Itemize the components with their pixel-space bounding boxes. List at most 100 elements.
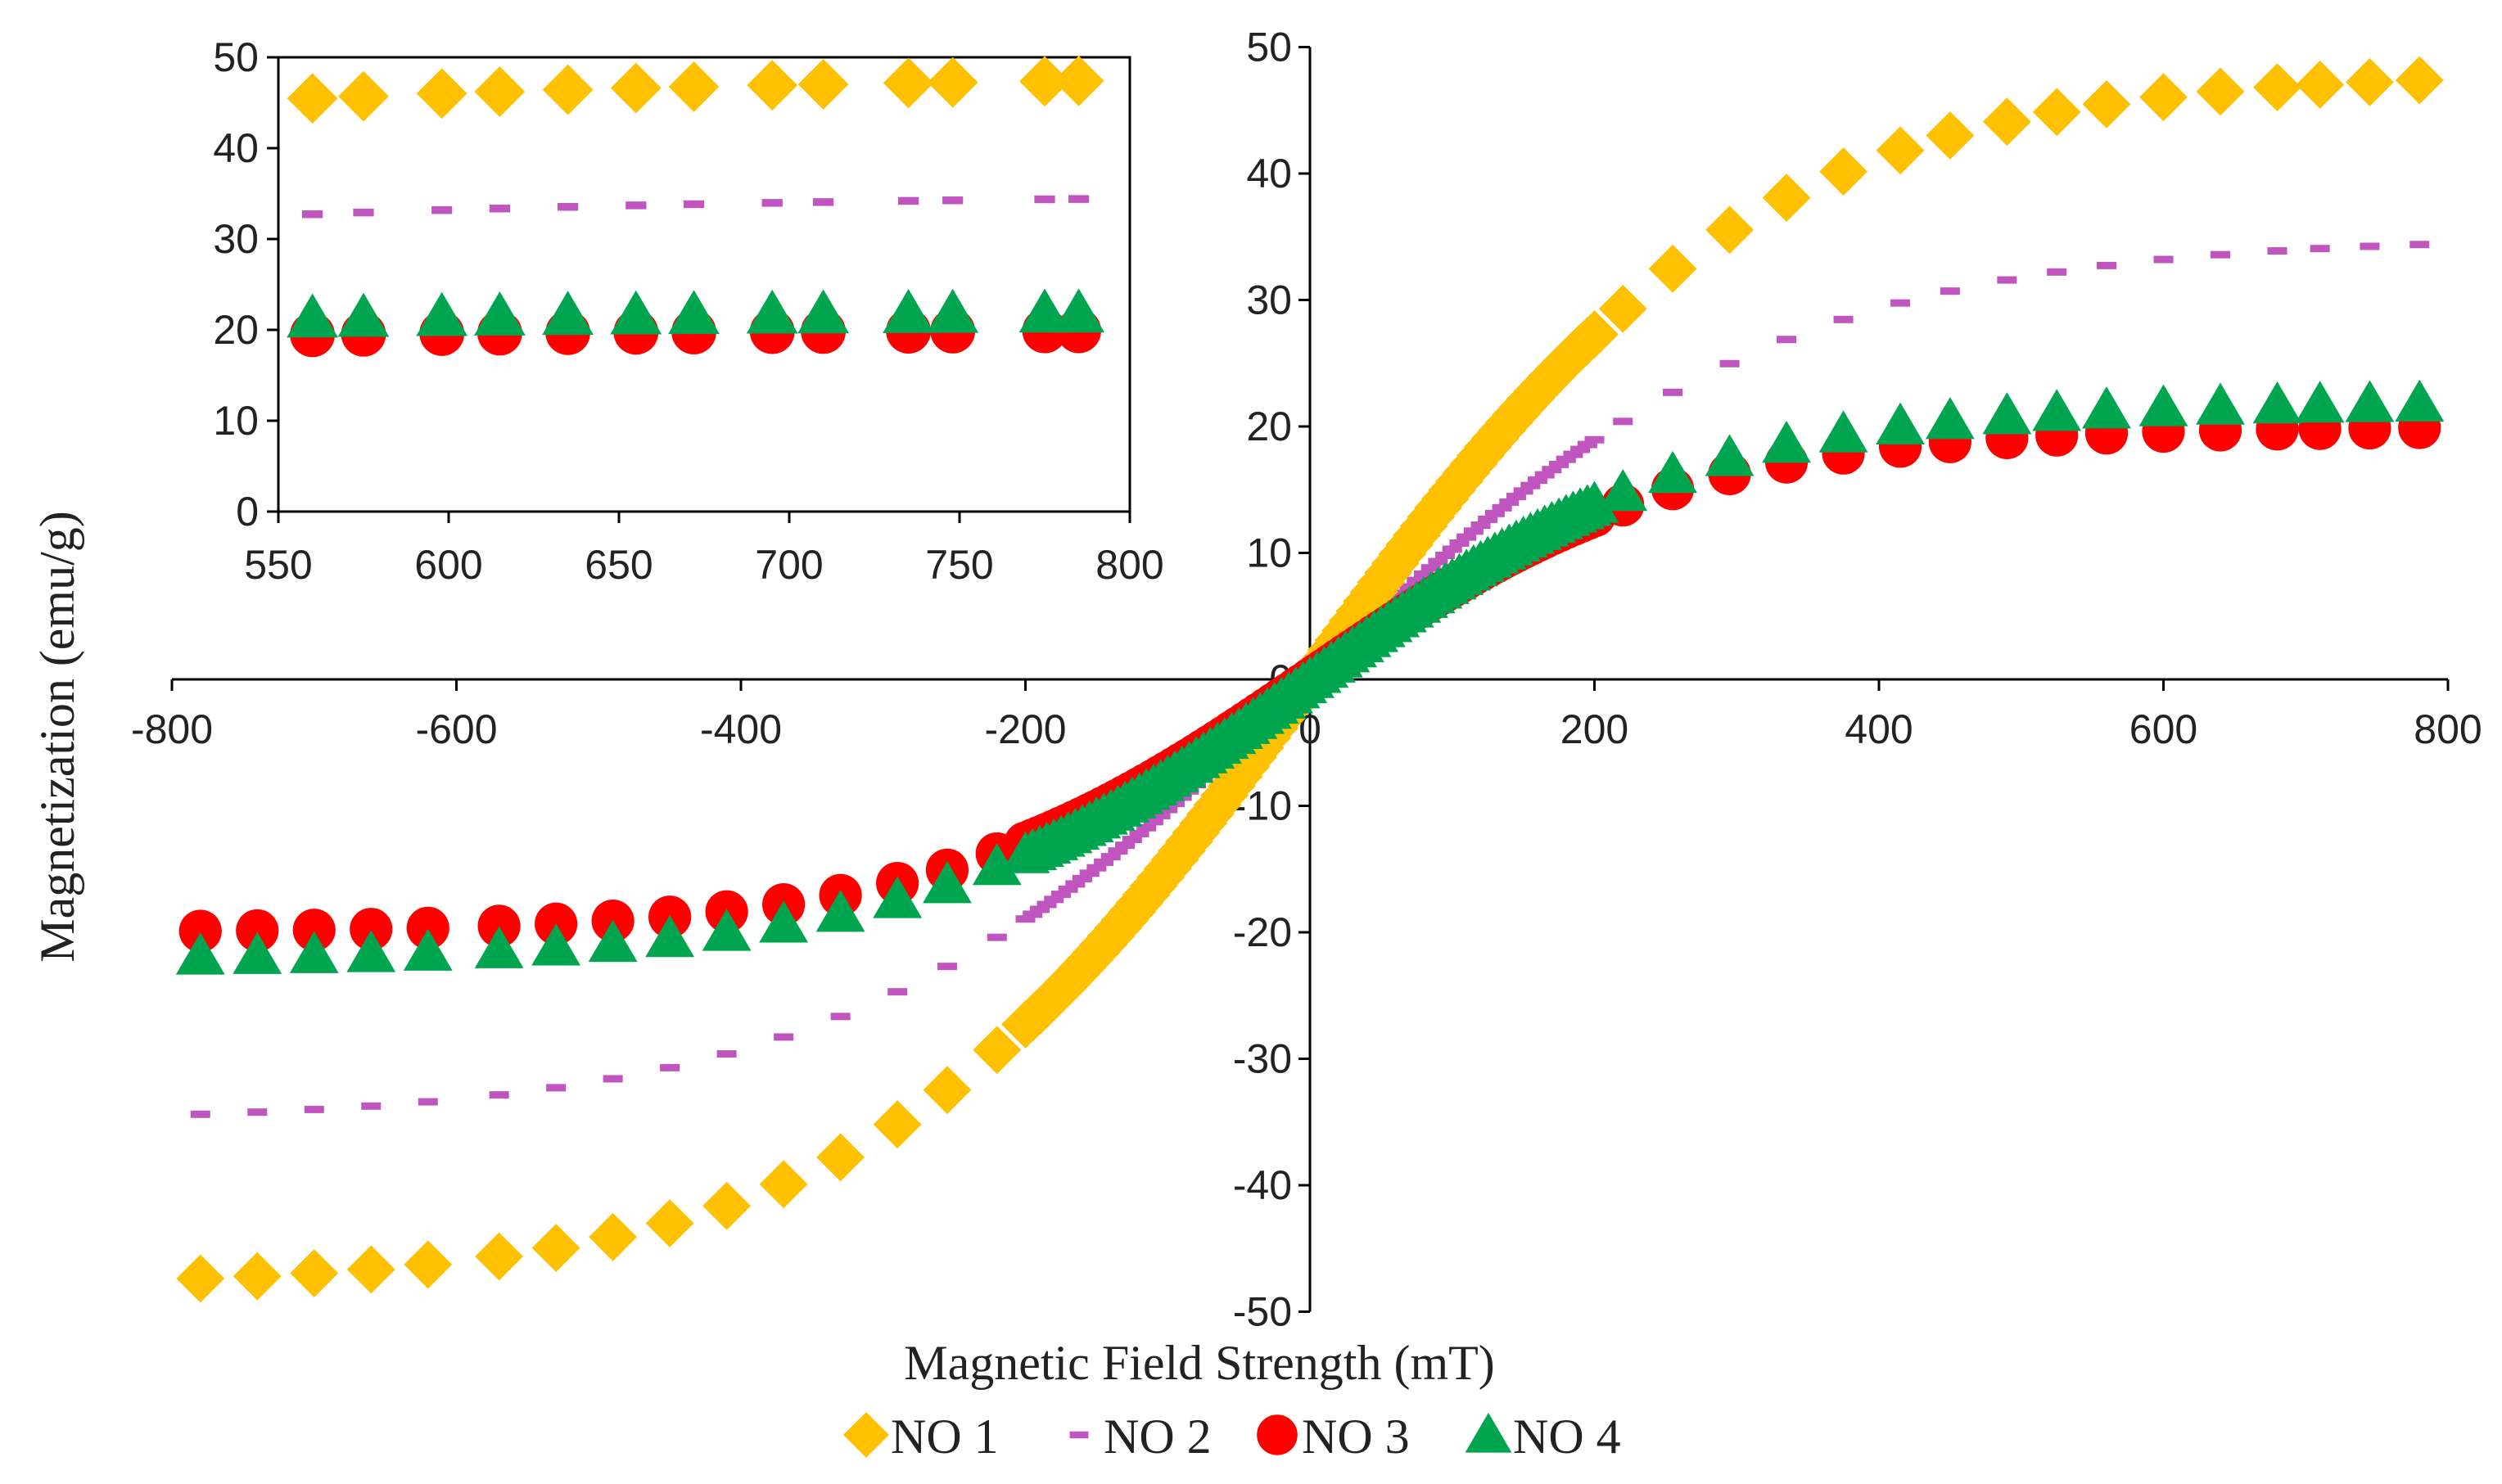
inset-point-no4 bbox=[1018, 288, 1071, 333]
inset-point-no1 bbox=[338, 70, 389, 122]
inset-point-no2 bbox=[761, 199, 783, 207]
data-point-no2 bbox=[1420, 564, 1441, 572]
inset-point-no1 bbox=[1019, 56, 1070, 107]
data-point-no1 bbox=[1648, 244, 1697, 293]
data-point-no2 bbox=[1029, 905, 1050, 913]
data-point-no4 bbox=[1818, 410, 1868, 453]
inset-point-no4 bbox=[797, 289, 850, 334]
data-point-no1 bbox=[404, 1240, 453, 1289]
data-point-no4 bbox=[2082, 386, 2131, 429]
inset-point-no1 bbox=[542, 64, 594, 115]
data-point-no2 bbox=[1556, 455, 1576, 463]
data-point-no2 bbox=[1094, 858, 1114, 866]
inset-point-no1 bbox=[1053, 56, 1104, 106]
data-point-no1 bbox=[346, 1245, 395, 1294]
data-point-no1 bbox=[973, 1026, 1022, 1075]
data-point-no4 bbox=[531, 923, 581, 966]
data-point-no4 bbox=[233, 931, 282, 974]
main-axes: -800 -600 -400 -200 0 200 400 600 800 -50 -40 -30 -2… bbox=[131, 25, 2482, 1335]
data-point-no4 bbox=[2345, 380, 2395, 422]
data-point-no1 bbox=[2139, 73, 2188, 122]
inset-point-no2 bbox=[626, 201, 647, 210]
data-point-no1 bbox=[475, 1232, 524, 1281]
y-tick-label: -20 bbox=[1233, 909, 1292, 955]
y-tick-label: 50 bbox=[1246, 25, 1292, 70]
inset-point-no1 bbox=[416, 68, 467, 120]
data-point-no1 bbox=[702, 1181, 752, 1230]
data-point-no2 bbox=[1534, 471, 1555, 479]
inset-y-tick-label: 40 bbox=[213, 125, 259, 171]
inset-point-no2 bbox=[813, 198, 834, 206]
inset-x-tick-label: 650 bbox=[585, 542, 653, 588]
data-point-no4 bbox=[815, 890, 865, 932]
x-tick-label: -200 bbox=[984, 706, 1066, 752]
data-point-no2 bbox=[1513, 487, 1533, 495]
data-point-no2 bbox=[1997, 276, 2017, 284]
inset-point-no4 bbox=[883, 288, 935, 333]
data-point-no4 bbox=[175, 932, 225, 975]
legend-label: NO 2 bbox=[1104, 1410, 1212, 1464]
data-point-no2 bbox=[1542, 466, 1562, 474]
data-point-no4 bbox=[2295, 381, 2345, 423]
data-point-no2 bbox=[1073, 874, 1092, 882]
data-point-no4 bbox=[923, 861, 972, 904]
y-tick-label: -40 bbox=[1233, 1162, 1292, 1208]
data-point-no2 bbox=[1058, 885, 1078, 893]
data-point-no2 bbox=[546, 1084, 567, 1092]
data-point-no4 bbox=[645, 914, 695, 958]
inset-point-no4 bbox=[473, 291, 526, 336]
data-point-no2 bbox=[716, 1050, 737, 1058]
data-point-no2 bbox=[1122, 836, 1142, 844]
data-point-no1 bbox=[290, 1249, 339, 1297]
data-point-no2 bbox=[1484, 509, 1505, 517]
data-point-no4 bbox=[1598, 469, 1648, 512]
data-point-no2 bbox=[2047, 268, 2067, 276]
data-point-no1 bbox=[2032, 88, 2081, 137]
inset-point-no4 bbox=[1053, 288, 1105, 333]
x-tick-label: 400 bbox=[1845, 706, 1913, 752]
data-point-no2 bbox=[1456, 533, 1477, 541]
data-point-no1 bbox=[1926, 111, 1975, 160]
legend-marker-no3 bbox=[1257, 1414, 1298, 1455]
inset-point-no2 bbox=[302, 210, 323, 219]
data-point-no2 bbox=[190, 1110, 210, 1118]
data-point-no2 bbox=[1570, 445, 1591, 453]
data-point-no2 bbox=[774, 1033, 794, 1041]
inset-x-tick-label: 750 bbox=[925, 542, 993, 588]
data-point-no4 bbox=[1876, 402, 1925, 444]
inset-point-no2 bbox=[1034, 195, 1055, 204]
legend-label: NO 1 bbox=[891, 1410, 999, 1464]
data-point-no1 bbox=[531, 1224, 580, 1272]
inset-point-no1 bbox=[797, 59, 849, 110]
data-point-no2 bbox=[1015, 915, 1036, 923]
data-point-no1 bbox=[873, 1100, 922, 1149]
inset-point-no4 bbox=[416, 291, 468, 336]
data-point-no3 bbox=[477, 904, 521, 948]
data-point-no4 bbox=[1925, 397, 1975, 440]
data-point-no2 bbox=[1129, 829, 1149, 837]
data-point-no4 bbox=[2196, 382, 2245, 425]
main-plot-area bbox=[175, 56, 2445, 1303]
data-point-no1 bbox=[233, 1252, 282, 1301]
data-point-no2 bbox=[1520, 481, 1541, 489]
data-point-no2 bbox=[1584, 435, 1605, 444]
data-point-no2 bbox=[1549, 460, 1569, 468]
data-point-no1 bbox=[2082, 79, 2131, 129]
data-point-no4 bbox=[474, 926, 524, 968]
data-point-no2 bbox=[1150, 811, 1171, 819]
data-point-no2 bbox=[887, 988, 908, 996]
data-point-no1 bbox=[816, 1133, 865, 1182]
data-point-no2 bbox=[1940, 287, 1960, 295]
data-point-no1 bbox=[1876, 126, 1925, 175]
inset-point-no2 bbox=[1068, 195, 1090, 203]
data-point-no4 bbox=[588, 919, 638, 963]
inset-point-no2 bbox=[558, 202, 579, 211]
data-point-no2 bbox=[1613, 417, 1633, 426]
data-point-no2 bbox=[1435, 551, 1456, 559]
data-point-no4 bbox=[702, 909, 752, 951]
data-point-no1 bbox=[923, 1066, 972, 1115]
inset-x-tick-label: 800 bbox=[1095, 542, 1163, 588]
legend: NO 1 NO 2 NO 3 NO 4 bbox=[843, 1410, 1621, 1464]
data-point-no2 bbox=[1136, 823, 1157, 832]
data-point-no4 bbox=[403, 928, 453, 971]
